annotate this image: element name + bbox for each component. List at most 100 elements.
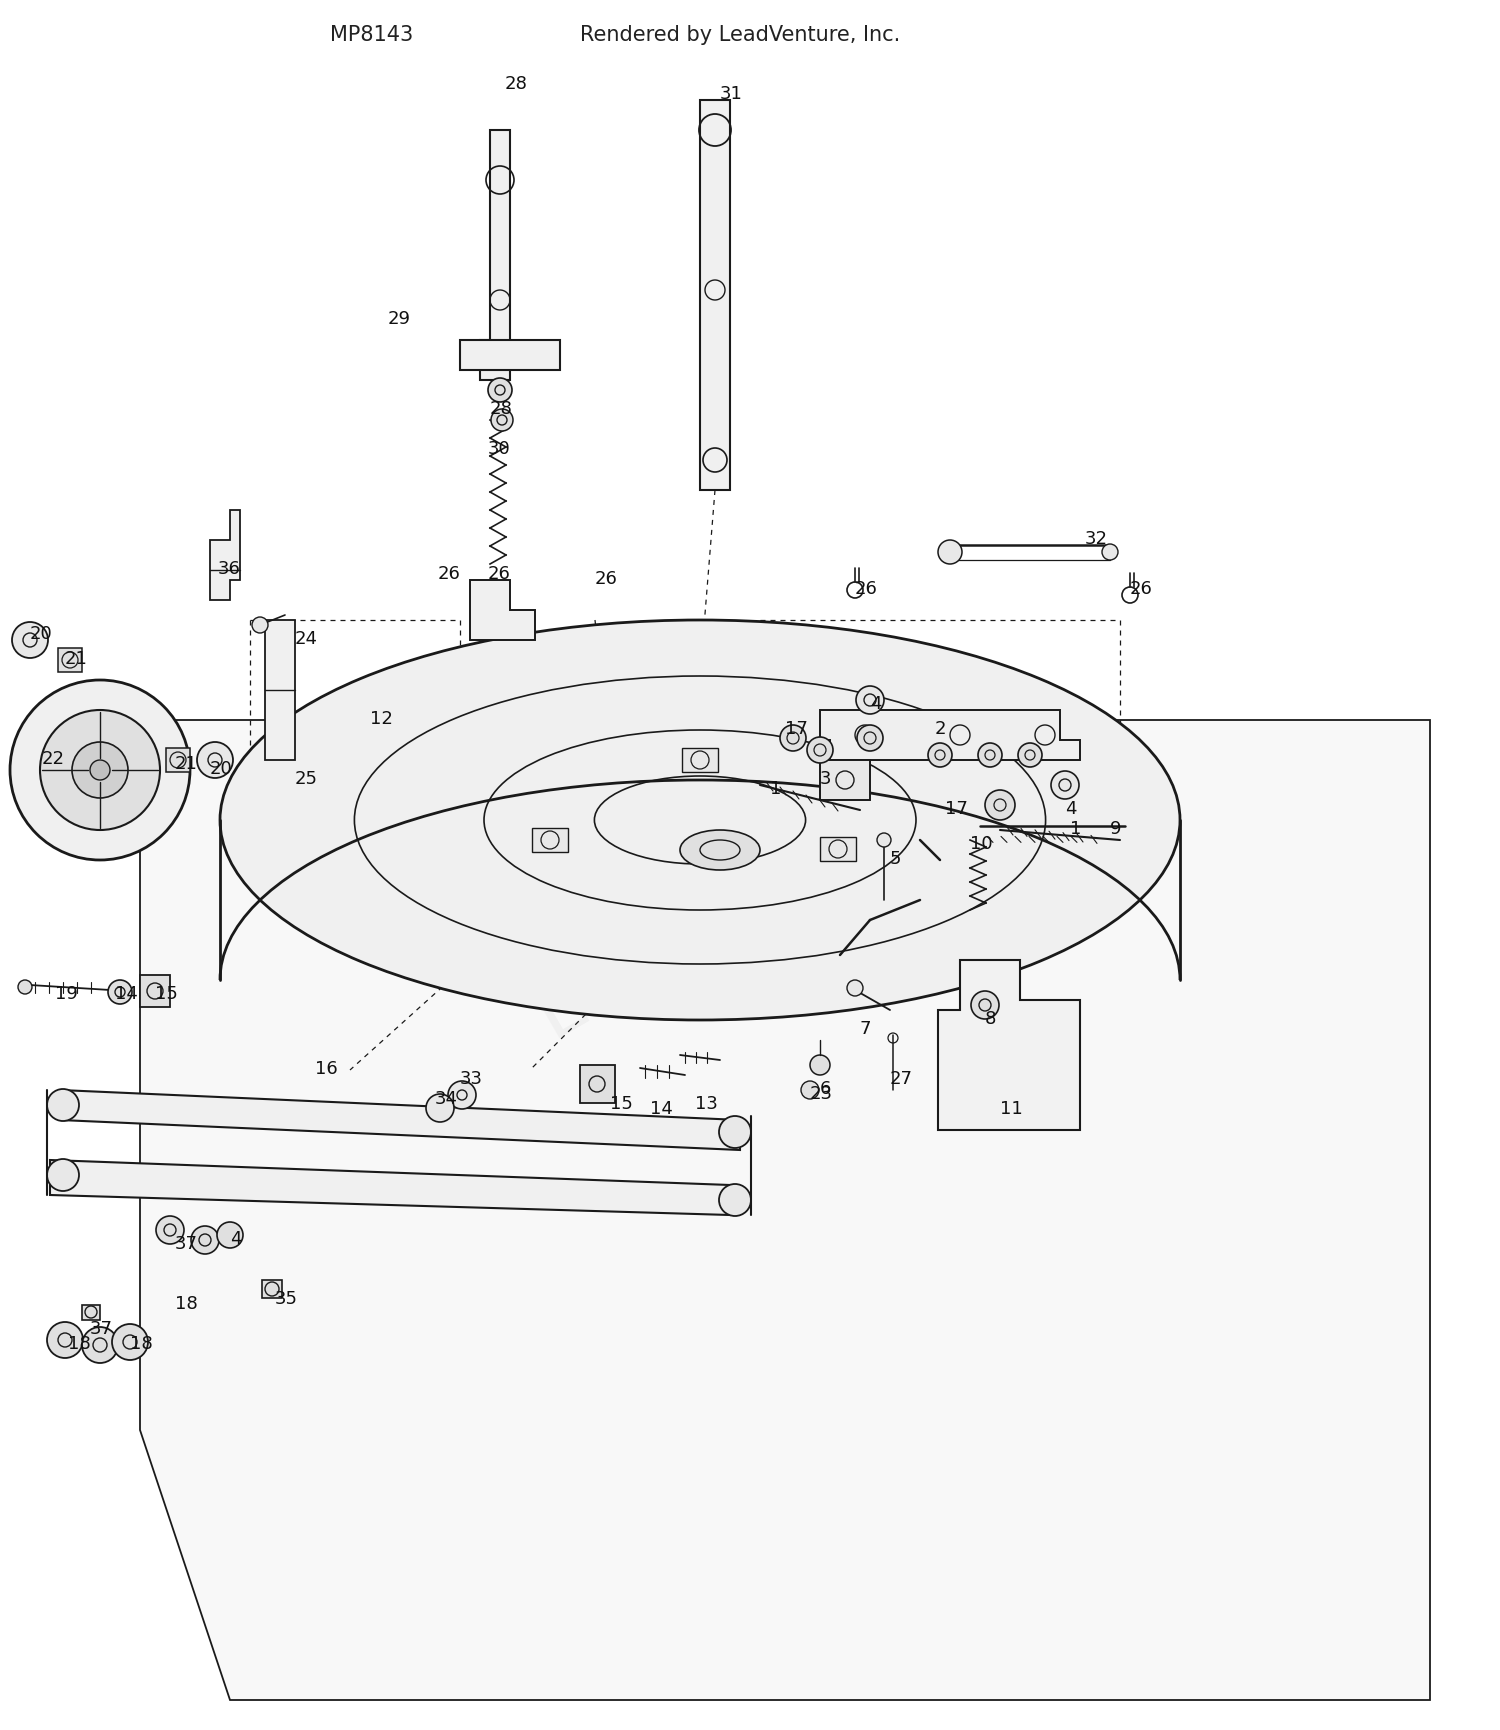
Text: 11: 11 <box>1000 1100 1023 1118</box>
Polygon shape <box>470 580 536 640</box>
Text: 27: 27 <box>890 1069 914 1088</box>
Circle shape <box>190 1227 219 1254</box>
Bar <box>82 1304 100 1320</box>
Text: 12: 12 <box>370 709 393 728</box>
Circle shape <box>810 1055 830 1074</box>
Text: 25: 25 <box>296 770 318 787</box>
Bar <box>262 1280 282 1298</box>
Circle shape <box>18 979 32 995</box>
Text: 29: 29 <box>388 310 411 329</box>
Text: 30: 30 <box>488 439 510 458</box>
Text: LeadVenture: LeadVenture <box>524 747 976 1052</box>
Text: 10: 10 <box>970 836 993 853</box>
Circle shape <box>928 742 952 766</box>
Bar <box>140 976 170 1007</box>
Text: 26: 26 <box>855 580 877 599</box>
Text: 14: 14 <box>650 1100 674 1118</box>
Circle shape <box>488 377 512 401</box>
Circle shape <box>978 742 1002 766</box>
Circle shape <box>856 687 883 714</box>
Ellipse shape <box>220 619 1180 1021</box>
Text: MP8143: MP8143 <box>330 24 414 45</box>
Circle shape <box>72 742 128 798</box>
Polygon shape <box>480 130 510 381</box>
Text: 18: 18 <box>176 1296 198 1313</box>
Text: 24: 24 <box>296 630 318 649</box>
Circle shape <box>490 408 513 431</box>
Text: 6: 6 <box>821 1080 831 1099</box>
Text: 31: 31 <box>720 85 742 104</box>
Text: 7: 7 <box>859 1021 871 1038</box>
Circle shape <box>780 725 806 751</box>
Ellipse shape <box>680 830 760 870</box>
Text: 26: 26 <box>596 569 618 588</box>
Circle shape <box>46 1159 80 1190</box>
Polygon shape <box>60 1090 740 1150</box>
Circle shape <box>10 680 190 860</box>
Bar <box>682 747 718 772</box>
Text: 16: 16 <box>315 1060 338 1078</box>
Text: 8: 8 <box>986 1010 996 1028</box>
Bar <box>58 649 82 671</box>
Circle shape <box>986 791 1016 820</box>
Text: 28: 28 <box>506 74 528 93</box>
Text: 26: 26 <box>438 566 460 583</box>
Polygon shape <box>266 619 296 759</box>
Circle shape <box>252 618 268 633</box>
Circle shape <box>878 834 891 848</box>
Circle shape <box>856 725 883 751</box>
Circle shape <box>90 759 110 780</box>
Circle shape <box>807 737 832 763</box>
Text: 26: 26 <box>1130 580 1154 599</box>
Text: 17: 17 <box>784 720 808 739</box>
Text: 20: 20 <box>210 759 232 778</box>
Circle shape <box>1019 742 1042 766</box>
Text: Rendered by LeadVenture, Inc.: Rendered by LeadVenture, Inc. <box>580 24 900 45</box>
Text: 18: 18 <box>130 1336 153 1353</box>
Text: 9: 9 <box>1110 820 1122 837</box>
Text: 2: 2 <box>934 720 946 739</box>
Circle shape <box>970 991 999 1019</box>
Circle shape <box>196 742 232 778</box>
Text: 4: 4 <box>230 1230 242 1247</box>
Text: 21: 21 <box>64 650 88 668</box>
Circle shape <box>40 709 160 830</box>
Text: 28: 28 <box>490 400 513 419</box>
Text: 34: 34 <box>435 1090 457 1107</box>
Circle shape <box>1052 772 1078 799</box>
Text: 37: 37 <box>176 1235 198 1253</box>
Text: 33: 33 <box>460 1069 483 1088</box>
Circle shape <box>426 1093 454 1123</box>
Text: 22: 22 <box>42 751 64 768</box>
Text: 23: 23 <box>810 1085 832 1104</box>
Circle shape <box>108 979 132 1003</box>
Text: 13: 13 <box>694 1095 718 1112</box>
Polygon shape <box>140 720 1430 1701</box>
Polygon shape <box>938 960 1080 1130</box>
Circle shape <box>1102 543 1118 561</box>
Circle shape <box>938 540 962 564</box>
Text: 36: 36 <box>217 561 242 578</box>
Circle shape <box>718 1183 752 1216</box>
Text: 15: 15 <box>610 1095 633 1112</box>
Polygon shape <box>821 759 870 799</box>
Circle shape <box>448 1081 476 1109</box>
Polygon shape <box>210 510 240 600</box>
Text: 5: 5 <box>890 849 902 868</box>
Circle shape <box>156 1216 184 1244</box>
Text: 15: 15 <box>154 984 178 1003</box>
Text: 19: 19 <box>56 984 78 1003</box>
Text: 21: 21 <box>176 754 198 773</box>
Text: 32: 32 <box>1084 529 1108 548</box>
Polygon shape <box>821 709 1080 759</box>
Polygon shape <box>700 100 730 490</box>
Circle shape <box>12 623 48 657</box>
Bar <box>821 837 856 862</box>
Text: 35: 35 <box>274 1291 298 1308</box>
Text: 4: 4 <box>1065 799 1077 818</box>
Bar <box>166 747 190 772</box>
Bar <box>580 1066 615 1104</box>
Circle shape <box>217 1221 243 1247</box>
Text: 1: 1 <box>770 780 782 798</box>
Polygon shape <box>460 341 560 370</box>
